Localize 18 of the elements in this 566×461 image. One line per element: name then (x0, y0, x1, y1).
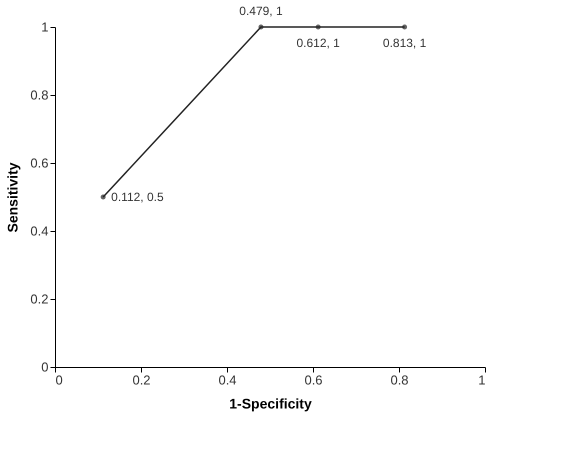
y-tick-label: 0.8 (30, 88, 48, 102)
y-tick-label: 0.2 (30, 292, 48, 306)
y-tick-label: 1 (41, 20, 48, 34)
x-tick-label: 0.4 (218, 372, 237, 388)
x-axis-title: 1-Specificity (229, 396, 312, 412)
y-tick-label: 0 (41, 360, 48, 374)
x-tick-label: 0.6 (304, 372, 323, 388)
x-tick-label: 0.8 (390, 372, 409, 388)
annotation: 0.479, 1 (239, 4, 283, 18)
x-tick-label: 1 (478, 372, 486, 388)
annotation: 0.112, 0.5 (111, 190, 164, 204)
y-axis-title: Sensitivity (4, 162, 20, 233)
annotation: 0.612, 1 (296, 36, 340, 50)
annotation: 0.813, 1 (382, 36, 427, 50)
y-tick-label: 0.6 (30, 156, 48, 170)
x-tick-label: 0.2 (132, 372, 151, 388)
x-tick-label: 0 (56, 372, 63, 388)
y-tick-label: 0.4 (30, 224, 48, 238)
